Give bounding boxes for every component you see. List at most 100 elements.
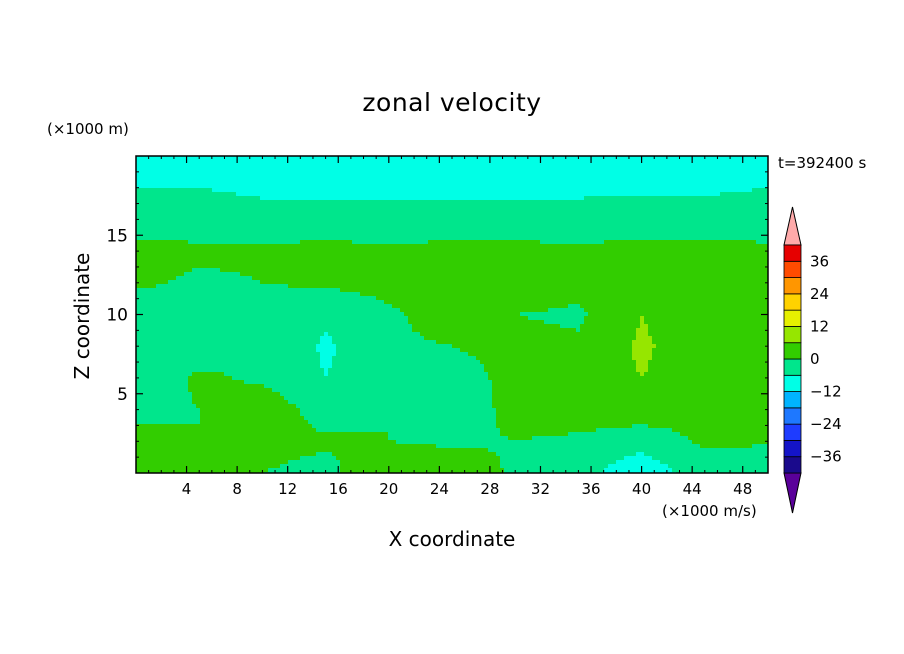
contour-cell [636,196,640,200]
contour-cell [160,192,164,196]
contour-cell [756,248,760,252]
contour-cell [504,236,508,240]
contour-cell [180,212,184,216]
contour-cell [728,200,732,204]
contour-cell [188,236,192,240]
contour-cell [192,224,196,228]
contour-cell [584,276,588,280]
contour-cell [216,228,220,232]
contour-cell [624,264,628,268]
contour-cell [280,160,284,164]
contour-cell [684,232,688,236]
contour-cell [620,172,624,176]
contour-cell [552,228,556,232]
contour-cell [436,228,440,232]
contour-cell [200,188,204,192]
contour-cell [576,200,580,204]
contour-cell [620,168,624,172]
contour-cell [700,164,704,168]
contour-cell [316,168,320,172]
contour-cell [556,256,560,260]
contour-cell [204,204,208,208]
contour-cell [724,256,728,260]
contour-cell [524,240,528,244]
contour-cell [656,248,660,252]
contour-cell [300,264,304,268]
contour-cell [252,192,256,196]
contour-cell [504,244,508,248]
contour-cell [480,232,484,236]
contour-cell [708,200,712,204]
contour-cell [200,224,204,228]
contour-cell [732,196,736,200]
contour-cell [448,212,452,216]
contour-cell [388,172,392,176]
contour-cell [476,232,480,236]
contour-cell [416,168,420,172]
contour-cell [228,188,232,192]
contour-cell [224,160,228,164]
contour-cell [380,232,384,236]
contour-cell [280,216,284,220]
contour-cell [488,220,492,224]
contour-cell [568,244,572,248]
contour-cell [536,168,540,172]
contour-cell [176,216,180,220]
contour-cell [332,244,336,248]
contour-cell [268,272,272,276]
contour-cell [532,204,536,208]
contour-cell [584,252,588,256]
contour-cell [204,160,208,164]
contour-cell [568,220,572,224]
contour-cell [540,212,544,216]
contour-cell [672,188,676,192]
contour-cell [316,180,320,184]
contour-cell [404,268,408,272]
contour-cell [144,176,148,180]
contour-cell [652,224,656,228]
contour-cell [580,248,584,252]
contour-cell [664,260,668,264]
contour-cell [320,240,324,244]
contour-cell [196,156,200,160]
contour-cell [484,280,488,284]
contour-cell [408,232,412,236]
contour-cell [424,276,428,280]
contour-cell [576,268,580,272]
contour-cell [248,264,252,268]
contour-cell [584,208,588,212]
contour-cell [732,192,736,196]
contour-cell [180,180,184,184]
contour-cell [196,268,200,272]
contour-cell [736,188,740,192]
contour-cell [588,268,592,272]
contour-cell [264,268,268,272]
contour-cell [544,260,548,264]
contour-cell [756,224,760,228]
contour-cell [476,256,480,260]
contour-cell [396,200,400,204]
contour-cell [592,188,596,192]
contour-cell [596,164,600,168]
contour-cell [572,272,576,276]
contour-cell [404,216,408,220]
contour-cell [372,272,376,276]
contour-cell [612,184,616,188]
contour-cell [676,220,680,224]
contour-cell [464,204,468,208]
contour-cell [284,268,288,272]
contour-cell [640,260,644,264]
contour-cell [536,184,540,188]
contour-cell [576,264,580,268]
contour-cell [348,276,352,280]
contour-cell [312,196,316,200]
contour-cell [420,176,424,180]
contour-cell [424,252,428,256]
contour-cell [500,236,504,240]
contour-cell [336,248,340,252]
contour-cell [624,224,628,228]
contour-cell [584,268,588,272]
contour-cell [368,252,372,256]
contour-cell [272,252,276,256]
contour-cell [240,280,244,284]
